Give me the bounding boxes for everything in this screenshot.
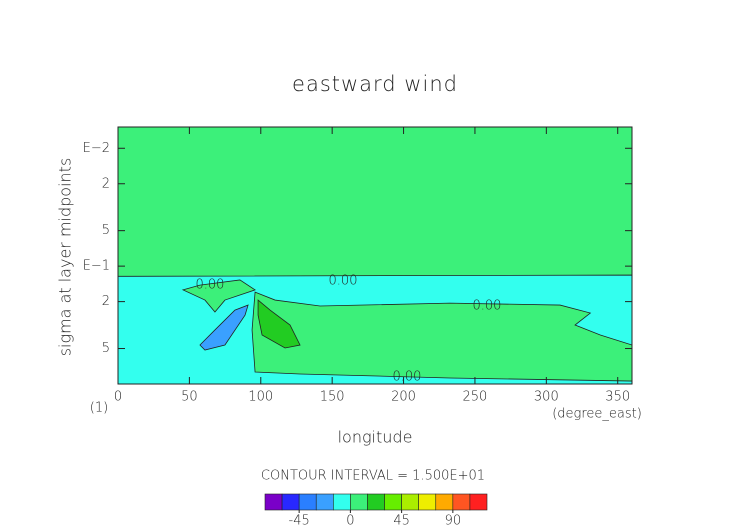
colorbar-swatch (435, 493, 454, 511)
colorbar-tick-label: 45 (393, 514, 410, 529)
colorbar-swatch (469, 493, 488, 511)
y-tick-label: 5 (102, 341, 110, 356)
x-tick-label: 100 (248, 390, 273, 405)
contour-label: 0.00 (195, 278, 224, 293)
contour-region (181, 279, 256, 313)
colorbar-swatch (384, 493, 402, 511)
x-tick-label: 200 (391, 390, 416, 405)
contour-label: 0.00 (329, 274, 358, 289)
x-tick-label: 350 (605, 390, 630, 405)
x-tick-label: 150 (320, 390, 345, 405)
y-tick-label: 2 (102, 294, 110, 309)
colorbar-swatch (367, 493, 385, 511)
y-tick-label: 2 (102, 176, 110, 191)
colorbar-swatch (350, 493, 368, 511)
colorbar-swatch (452, 493, 471, 511)
x-tick-label: 50 (181, 390, 198, 405)
plot-frame (117, 126, 633, 385)
x-tick-label: 300 (534, 390, 559, 405)
colorbar-swatch (333, 493, 351, 511)
colorbar-tick-label: 0 (346, 514, 354, 529)
contour-region (257, 299, 301, 349)
x-tick-label: 250 (463, 390, 488, 405)
y-unit: (1) (90, 401, 108, 416)
contour-region (251, 291, 633, 382)
x-unit: (degree_east) (552, 407, 642, 422)
x-axis-label: longitude (338, 428, 413, 447)
colorbar-tick-label: 90 (445, 514, 462, 529)
colorbar-title: CONTOUR INTERVAL = 1.500E+01 (261, 469, 485, 484)
colorbar-swatch (315, 493, 334, 511)
y-axis-label: sigma at layer midpoints (56, 158, 75, 357)
colorbar-swatch (264, 493, 283, 511)
x-tick-label: 0 (114, 390, 122, 405)
colorbar-swatch (298, 493, 317, 511)
colorbar-swatch (281, 493, 300, 511)
y-tick-label: 5 (102, 223, 110, 238)
colorbar-tick-label: -45 (289, 514, 310, 529)
contour-region (199, 304, 249, 351)
colorbar-swatch (418, 493, 437, 511)
contour-label: 0.00 (472, 299, 501, 314)
y-tick-label: E−1 (83, 259, 110, 274)
contour-label: 0.00 (393, 370, 422, 385)
y-tick-label: E−2 (83, 141, 110, 156)
colorbar-swatch (401, 493, 419, 511)
chart-title: eastward wind (292, 72, 458, 96)
